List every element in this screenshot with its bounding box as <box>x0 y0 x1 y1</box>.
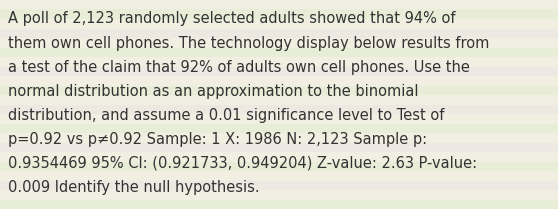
Bar <box>0 124 558 133</box>
Bar <box>0 95 558 104</box>
Bar <box>0 152 558 162</box>
Bar <box>0 9 558 19</box>
Bar <box>0 104 558 114</box>
Bar <box>0 47 558 57</box>
Text: distribution, and assume a 0.01 significance level to Test of: distribution, and assume a 0.01 signific… <box>8 108 445 123</box>
Bar <box>0 181 558 190</box>
Text: p=0.92 vs p≠0.92 Sample: 1 X: 1986 N: 2,123 Sample p:: p=0.92 vs p≠0.92 Sample: 1 X: 1986 N: 2,… <box>8 132 427 147</box>
Bar <box>0 76 558 85</box>
Bar <box>0 66 558 76</box>
Text: A poll of 2,123 randomly selected adults showed that 94% of: A poll of 2,123 randomly selected adults… <box>8 11 456 27</box>
Text: normal distribution as an approximation to the binomial: normal distribution as an approximation … <box>8 84 419 99</box>
Bar <box>0 114 558 124</box>
Text: a test of the claim that 92% of adults own cell phones. Use the: a test of the claim that 92% of adults o… <box>8 60 470 75</box>
Bar <box>0 85 558 95</box>
Bar <box>0 38 558 47</box>
Text: 0.009 Identify the null hypothesis.: 0.009 Identify the null hypothesis. <box>8 180 260 195</box>
Bar <box>0 19 558 28</box>
Bar <box>0 162 558 171</box>
Text: 0.9354469 95% Cl: (0.921733, 0.949204) Z-value: 2.63 P-value:: 0.9354469 95% Cl: (0.921733, 0.949204) Z… <box>8 156 478 171</box>
Text: them own cell phones. The technology display below results from: them own cell phones. The technology dis… <box>8 36 490 51</box>
Bar <box>0 190 558 200</box>
Bar <box>0 28 558 38</box>
Bar <box>0 143 558 152</box>
Bar <box>0 171 558 181</box>
Bar <box>0 200 558 209</box>
Bar <box>0 133 558 143</box>
Bar <box>0 0 558 9</box>
Bar <box>0 57 558 66</box>
